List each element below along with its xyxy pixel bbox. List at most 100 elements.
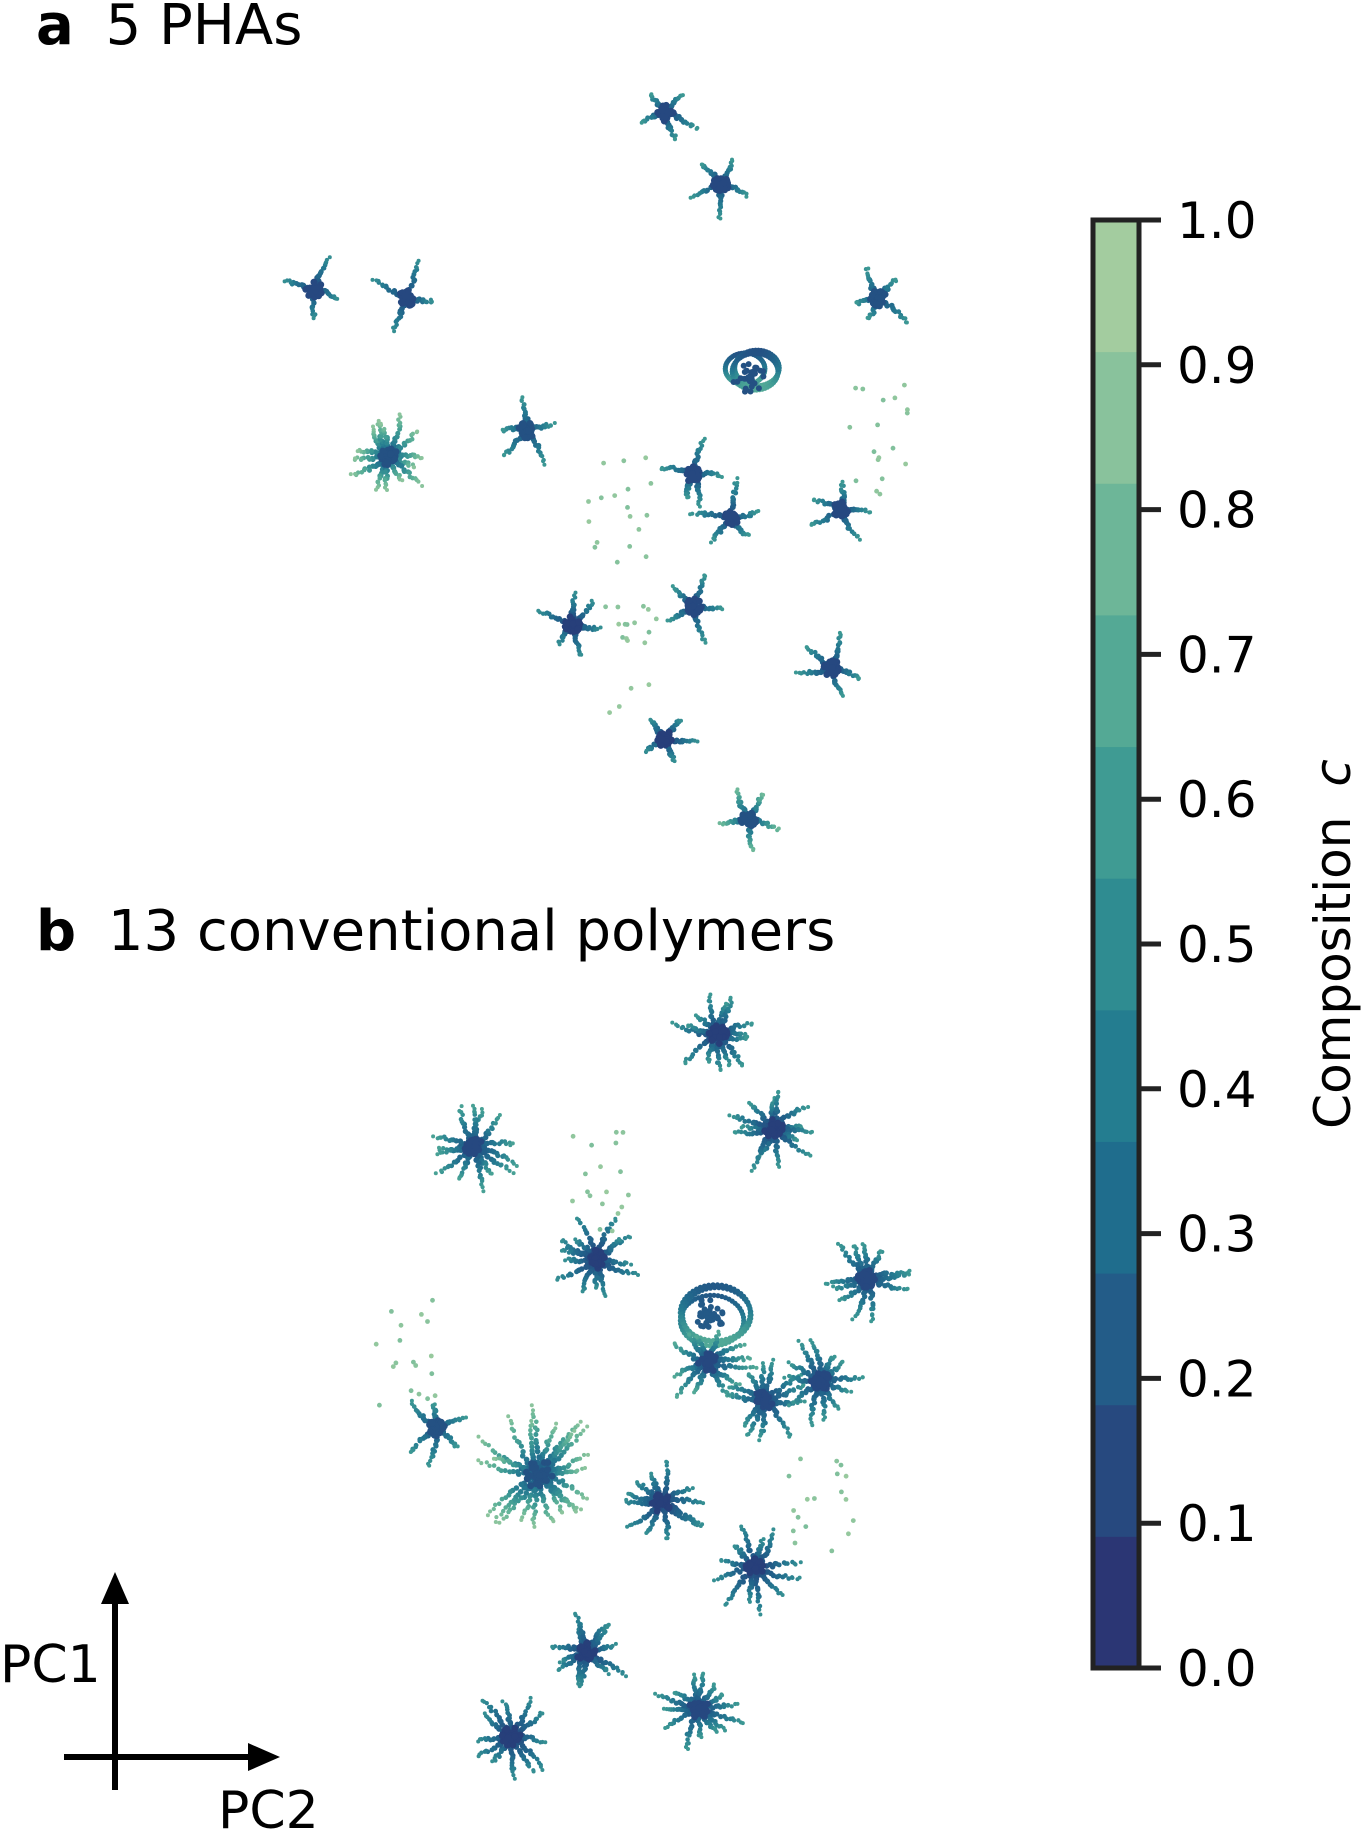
data-point: [579, 652, 584, 657]
data-point: [727, 1113, 732, 1118]
data-point: [834, 652, 840, 659]
data-point: [679, 718, 683, 723]
data-point: [708, 1013, 714, 1019]
data-point: [769, 1361, 774, 1366]
data-point: [837, 630, 842, 635]
data-point: [485, 1168, 490, 1173]
data-point: [374, 487, 378, 492]
data-point: [401, 440, 407, 446]
data-point: [905, 407, 910, 413]
data-point: [881, 291, 889, 298]
panel-b-letter: b: [36, 899, 76, 964]
panel-a-title-text: 5 PHAs: [106, 0, 303, 58]
data-point: [496, 1115, 501, 1120]
data-point: [695, 1359, 702, 1367]
data-point: [397, 420, 403, 426]
data-point: [407, 301, 415, 309]
data-point: [492, 1141, 498, 1147]
data-point: [410, 431, 415, 436]
data-point: [353, 456, 357, 461]
data-point: [335, 296, 340, 301]
data-point: [569, 1469, 575, 1475]
data-point: [785, 1426, 790, 1431]
data-point: [581, 1225, 587, 1230]
data-point: [865, 271, 870, 276]
data-point: [545, 1512, 551, 1517]
data-point: [851, 531, 857, 537]
data-point: [797, 670, 802, 675]
data-point: [678, 1372, 683, 1377]
data-point: [795, 1376, 800, 1382]
data-point: [659, 467, 664, 472]
data-point: [480, 1110, 485, 1115]
data-point: [831, 1284, 836, 1289]
data-point: [518, 1481, 525, 1488]
data-point: [416, 258, 421, 263]
data-point: [722, 1039, 729, 1046]
data-point: [519, 1518, 524, 1522]
data-point: [703, 640, 708, 645]
data-point: [706, 1282, 712, 1288]
data-point: [591, 1246, 599, 1254]
data-point: [397, 445, 404, 451]
data-point: [376, 418, 381, 423]
data-point: [523, 1490, 530, 1496]
data-point: [695, 512, 700, 517]
data-point: [724, 1348, 730, 1354]
data-point: [765, 1141, 772, 1147]
data-point: [736, 1365, 742, 1371]
data-point: [903, 316, 908, 321]
data-point: [741, 1394, 747, 1400]
data-point: [687, 1332, 692, 1337]
cluster-ring: [677, 1282, 754, 1349]
data-point: [657, 740, 665, 748]
data-point: [432, 1402, 437, 1407]
data-point: [581, 1495, 586, 1500]
cluster-burst: [672, 1329, 759, 1399]
data-point: [398, 463, 405, 469]
data-point: [649, 114, 655, 120]
data-point: [904, 320, 909, 325]
data-point: [787, 1388, 792, 1394]
data-point: [327, 255, 332, 260]
data-point: [737, 1024, 743, 1030]
data-point: [846, 1254, 852, 1260]
data-point: [495, 1153, 501, 1159]
data-point: [868, 1295, 874, 1301]
data-point: [710, 1282, 716, 1288]
data-point: [742, 514, 748, 520]
data-point: [554, 1421, 559, 1426]
data-point: [282, 279, 287, 284]
data-point: [688, 195, 693, 200]
data-point: [569, 1486, 575, 1491]
data-point: [532, 1511, 537, 1517]
data-point: [570, 598, 575, 603]
data-point: [727, 1335, 733, 1341]
data-point: [506, 1509, 511, 1515]
data-point: [530, 1517, 535, 1522]
data-point: [836, 1241, 840, 1246]
data-point: [544, 1505, 550, 1511]
data-point: [310, 308, 316, 314]
data-point: [641, 603, 646, 609]
data-point: [771, 824, 777, 829]
data-point: [854, 1274, 862, 1282]
data-point: [781, 1424, 787, 1429]
data-point: [614, 559, 620, 565]
data-point: [514, 1468, 521, 1475]
data-point: [472, 1125, 478, 1131]
data-point: [688, 512, 693, 517]
data-point: [428, 1419, 436, 1427]
data-point: [843, 1250, 849, 1256]
data-point: [688, 1337, 694, 1342]
data-point: [427, 1463, 432, 1468]
data-point: [642, 640, 648, 646]
data-point: [709, 1367, 717, 1374]
data-point: [905, 1286, 910, 1291]
data-point: [837, 1298, 842, 1303]
data-point: [877, 491, 883, 497]
data-point: [504, 449, 509, 454]
data-point: [575, 1423, 580, 1428]
data-point: [837, 506, 845, 513]
data-point: [745, 1388, 752, 1394]
